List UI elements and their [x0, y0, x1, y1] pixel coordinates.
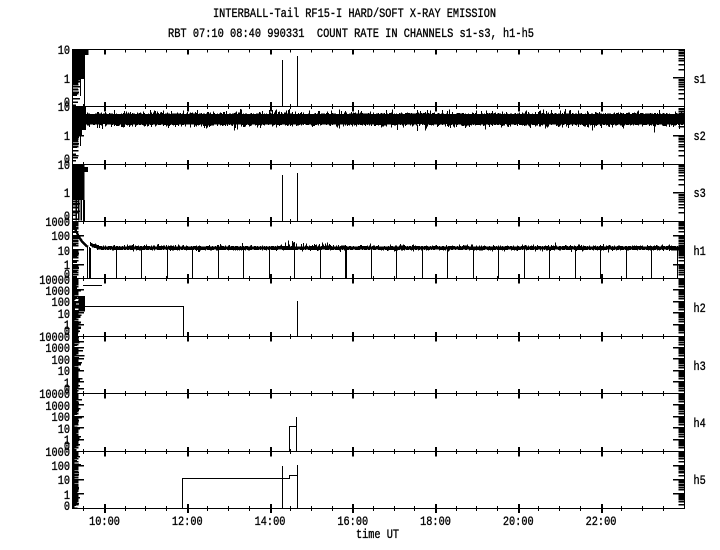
svg-text:100: 100 [52, 353, 70, 368]
svg-text:10000: 10000 [39, 387, 70, 402]
svg-text:h2: h2 [694, 301, 706, 316]
svg-text:1000: 1000 [45, 399, 70, 414]
svg-text:20:00: 20:00 [503, 514, 534, 529]
svg-text:1: 1 [64, 186, 70, 201]
svg-text:1: 1 [64, 129, 70, 144]
svg-text:12:00: 12:00 [172, 514, 203, 529]
svg-text:18:00: 18:00 [420, 514, 451, 529]
svg-text:h5: h5 [694, 473, 706, 488]
svg-text:1: 1 [64, 318, 70, 333]
svg-text:10: 10 [58, 43, 70, 58]
svg-text:1000: 1000 [45, 341, 70, 356]
svg-text:0: 0 [64, 382, 70, 397]
svg-text:h1: h1 [694, 244, 706, 259]
svg-text:h3: h3 [694, 359, 706, 374]
svg-text:1: 1 [64, 376, 70, 391]
svg-text:0: 0 [64, 267, 70, 282]
svg-text:0: 0 [64, 324, 70, 339]
svg-text:10:00: 10:00 [89, 514, 120, 529]
svg-text:s3: s3 [694, 186, 706, 201]
svg-text:0: 0 [64, 209, 70, 224]
svg-text:16:00: 16:00 [337, 514, 368, 529]
svg-text:10000: 10000 [39, 273, 70, 288]
svg-text:s2: s2 [694, 129, 706, 144]
svg-text:1: 1 [64, 258, 70, 273]
svg-text:1000: 1000 [45, 215, 70, 230]
svg-text:100: 100 [52, 410, 70, 425]
svg-text:10: 10 [58, 422, 70, 437]
svg-text:10: 10 [58, 244, 70, 259]
svg-text:100: 100 [52, 229, 70, 244]
svg-text:1000: 1000 [45, 445, 70, 460]
svg-text:RBT 07:10 08:40 990331 COUNT: RBT 07:10 08:40 990331 COUNT RATE IN CHA… [168, 26, 534, 41]
svg-text:10: 10 [58, 100, 70, 115]
svg-text:22:00: 22:00 [586, 514, 617, 529]
svg-text:s1: s1 [694, 72, 706, 87]
svg-text:1: 1 [64, 433, 70, 448]
svg-text:INTERBALL-Tail RF15-I HARD/SOF: INTERBALL-Tail RF15-I HARD/SOFT X-RAY EM… [213, 6, 496, 21]
svg-text:1: 1 [64, 72, 70, 87]
svg-text:10: 10 [58, 307, 70, 322]
svg-text:10: 10 [58, 473, 70, 488]
svg-text:0: 0 [64, 499, 70, 514]
svg-text:100: 100 [52, 459, 70, 474]
svg-text:h4: h4 [694, 416, 706, 431]
svg-text:14:00: 14:00 [255, 514, 286, 529]
svg-text:0: 0 [64, 95, 70, 110]
svg-text:0: 0 [64, 439, 70, 454]
svg-text:10: 10 [58, 158, 70, 173]
svg-text:1000: 1000 [45, 284, 70, 299]
svg-text:1: 1 [64, 488, 70, 503]
svg-text:100: 100 [52, 295, 70, 310]
svg-text:0: 0 [64, 152, 70, 167]
svg-text:10: 10 [58, 364, 70, 379]
svg-text:time UT: time UT [356, 527, 399, 542]
svg-text:10000: 10000 [39, 330, 70, 345]
